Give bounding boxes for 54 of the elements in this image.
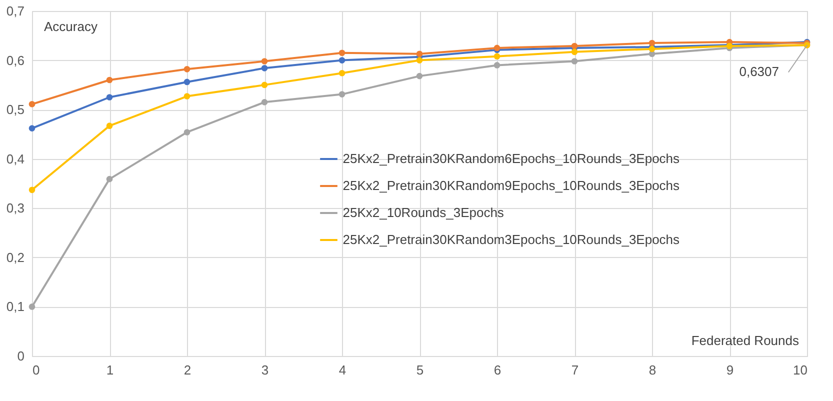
- point: [338, 91, 346, 98]
- point: [106, 76, 113, 84]
- x-tick-label: 5: [416, 362, 424, 378]
- point: [106, 122, 113, 129]
- point: [416, 72, 423, 80]
- point: [261, 58, 268, 64]
- x-tick-label: 2: [184, 362, 192, 378]
- point: [261, 99, 268, 106]
- point: [106, 94, 113, 100]
- point: [28, 304, 36, 310]
- point: [28, 125, 36, 132]
- point: [338, 57, 346, 64]
- point: [184, 93, 190, 100]
- y-tick-label: 0,6: [6, 52, 24, 68]
- point: [416, 50, 423, 58]
- y-tick-label: 0,1: [6, 299, 24, 314]
- point: [184, 129, 190, 136]
- x-tick-label: 4: [338, 362, 346, 378]
- x-tick-label: 9: [726, 362, 734, 378]
- y-tick-label: 0,4: [6, 151, 24, 166]
- x-axis-title: Federated Rounds: [691, 333, 800, 348]
- point: [184, 66, 190, 72]
- x-tick-label: 6: [494, 362, 502, 378]
- point: [571, 48, 578, 56]
- legend-label: 25Kx2_10Rounds_3Epochs: [342, 205, 504, 220]
- point: [261, 82, 268, 88]
- point: [261, 65, 268, 72]
- point: [648, 40, 656, 46]
- x-tick-label: 1: [106, 362, 114, 378]
- y-tick-label: 0: [17, 348, 24, 364]
- x-tick-label: 7: [571, 362, 579, 378]
- y-tick-label: 0,3: [6, 200, 24, 216]
- x-tick-label: 0: [32, 362, 40, 378]
- point: [416, 57, 423, 64]
- point: [338, 70, 346, 76]
- legend-label: 25Kx2_Pretrain30KRandom6Epochs_10Rounds_3Epochs: [342, 151, 680, 166]
- y-tick-label: 0,7: [6, 4, 24, 18]
- y-tick-label: 0,2: [6, 250, 24, 265]
- x-tick-label: 10: [793, 362, 808, 378]
- x-tick-label: 3: [261, 362, 269, 378]
- point: [184, 78, 190, 86]
- annotation: 0,6307: [739, 64, 779, 80]
- x-tick-label: 8: [648, 362, 656, 378]
- point: [338, 50, 346, 56]
- point: [106, 176, 113, 182]
- y-tick-label: 0,5: [6, 102, 24, 118]
- legend-label: 25Kx2_Pretrain30KRandom3Epochs_10Rounds_3Epochs: [342, 232, 680, 247]
- point: [571, 58, 578, 64]
- point: [28, 100, 36, 108]
- point: [28, 186, 36, 194]
- point: [494, 53, 500, 60]
- legend-label: 25Kx2_Pretrain30KRandom9Epochs_10Rounds_3Epochs: [342, 178, 680, 193]
- point: [494, 62, 500, 68]
- y-axis-title: Accuracy: [44, 19, 98, 34]
